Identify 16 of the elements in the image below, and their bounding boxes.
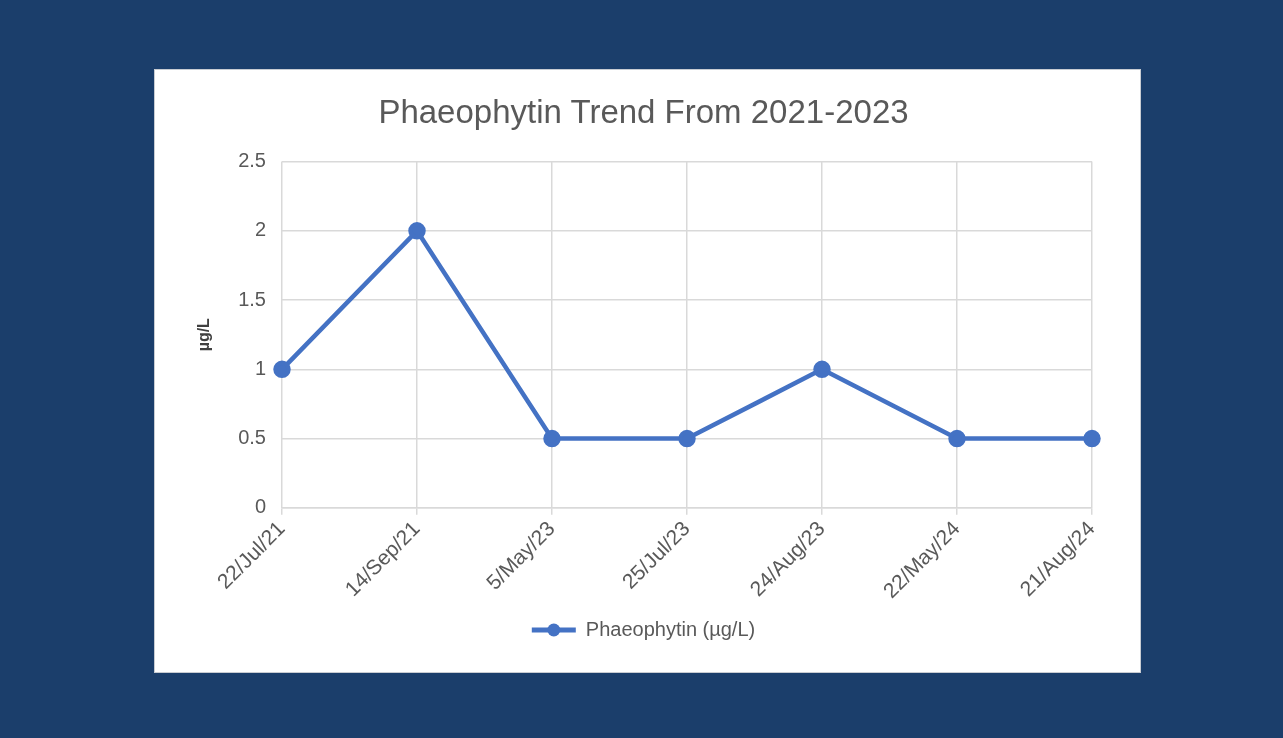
legend-label: Phaeophytin (µg/L) [585, 617, 756, 640]
y-tick-label: 1 [254, 356, 266, 379]
point [678, 429, 696, 448]
point [813, 360, 831, 379]
chart-title: Phaeophytin Trend From 2021-2023 [378, 92, 909, 130]
y-tick-label: 2 [254, 218, 266, 241]
point [273, 360, 291, 379]
point [1083, 429, 1101, 448]
y-tick-label: 0.5 [238, 426, 266, 449]
point [543, 429, 561, 448]
y-tick-label: 0 [254, 495, 266, 518]
y-axis-title: µg/L [195, 317, 213, 352]
y-tick-label: 2.5 [238, 149, 266, 172]
point [408, 222, 426, 240]
y-tick-label: 1.5 [238, 287, 266, 310]
point [948, 429, 966, 448]
